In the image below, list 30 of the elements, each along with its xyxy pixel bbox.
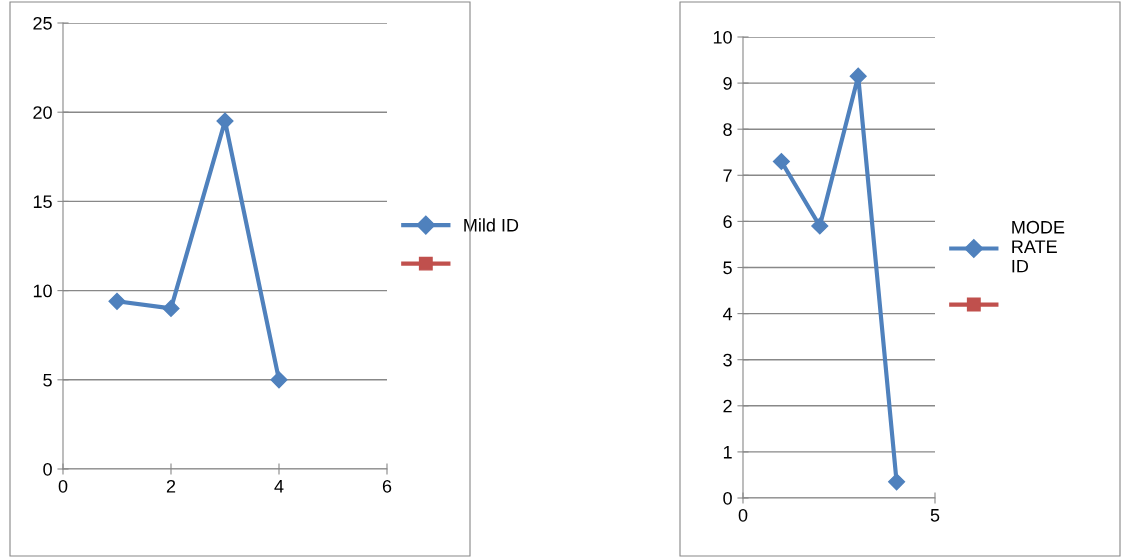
y-tick-label: 0: [723, 491, 732, 505]
point: [270, 371, 288, 389]
point: [811, 217, 829, 235]
legend-label: MODERATE ID: [1012, 220, 1065, 273]
y-tick-label: 2: [723, 399, 732, 413]
point: [162, 299, 180, 317]
y-tick-label: 15: [33, 195, 52, 209]
point: [108, 292, 126, 310]
y-tick-label: 8: [723, 123, 732, 136]
point: [849, 67, 867, 85]
y-tick-label: 4: [722, 307, 733, 321]
legend-label: Mild ID: [464, 218, 519, 232]
x-tick-label: 6: [382, 479, 392, 493]
y-tick-label: 10: [713, 30, 732, 44]
y-tick-label: 9: [723, 77, 732, 90]
y-tick-label: 25: [33, 16, 52, 30]
x-tick-label: 0: [58, 479, 68, 493]
y-tick-label: 1: [723, 446, 732, 459]
y-tick-label: 7: [723, 169, 732, 182]
x-tick-label: 4: [274, 480, 284, 493]
y-tick-label: 5: [43, 373, 52, 387]
point: [888, 473, 906, 491]
y-tick-label: 0: [43, 462, 52, 476]
y-tick-label: 10: [33, 284, 52, 298]
y-tick-label: 6: [723, 215, 732, 229]
y-tick-label: 20: [33, 106, 52, 119]
y-tick-label: 5: [723, 261, 732, 275]
y-tick-label: 3: [723, 353, 732, 367]
point: [772, 152, 790, 171]
x-tick-label: 2: [166, 479, 176, 493]
